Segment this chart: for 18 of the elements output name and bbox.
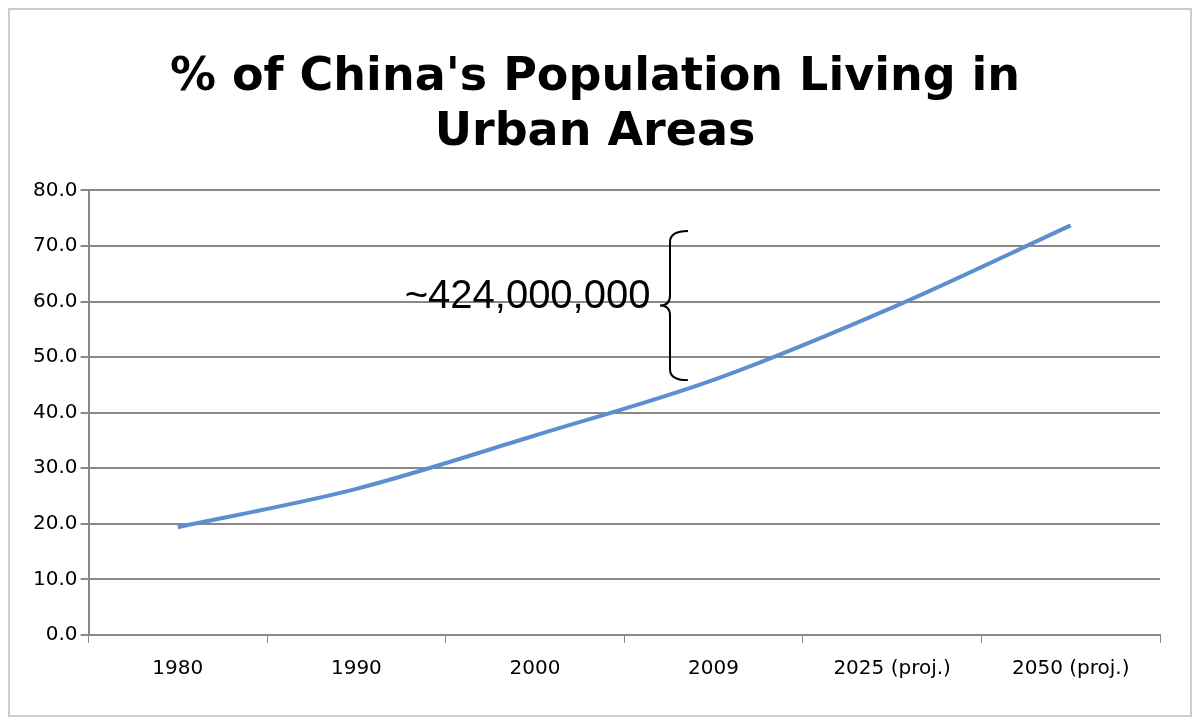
chart-title: % of China's Population Living in Urban Areas [169,46,1021,156]
line-series [175,223,1073,530]
x-tick-label: 1980 [152,655,204,680]
y-tick-label: 50.0 [33,343,78,368]
x-tick-label: 2009 [688,655,740,680]
x-tick-label: 1990 [330,655,382,680]
y-tick-label: 80.0 [33,176,78,201]
y-tick-label: 10.0 [33,565,78,590]
x-tick-label: 2000 [509,655,561,680]
y-tick-label: 30.0 [33,454,78,479]
y-tick-label: 60.0 [33,287,78,312]
y-tick-label: 20.0 [33,510,78,535]
y-tick-label: 0.0 [45,621,78,646]
x-tick-label: 2025 (proj.) [833,655,951,680]
annotation: ~424,000,000 [404,272,651,317]
y-tick-label: 40.0 [33,398,78,423]
y-tick-label: 70.0 [33,232,78,257]
x-tick-label: 2050 (proj.) [1011,655,1130,680]
